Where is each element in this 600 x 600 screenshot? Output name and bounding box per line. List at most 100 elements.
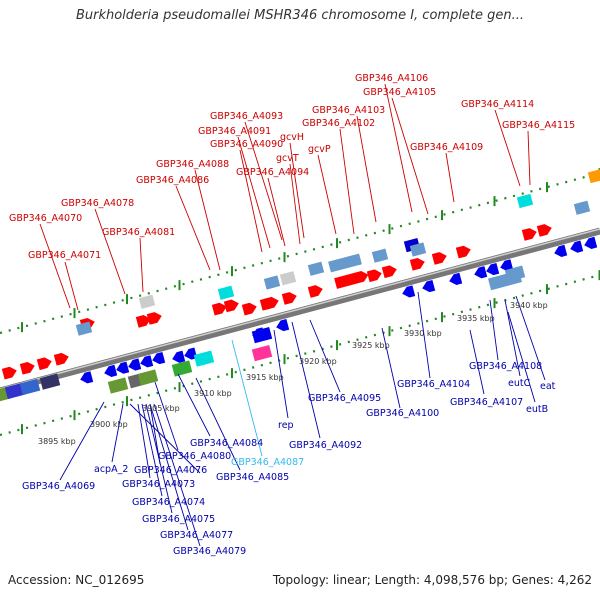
scale-label: 3905 kbp	[142, 404, 180, 413]
gene-label[interactable]: GBP346_A4092	[289, 440, 362, 451]
forward-gene-box-shape	[409, 242, 427, 257]
leader-line	[289, 142, 305, 239]
leader-line	[237, 136, 271, 249]
gene-label[interactable]: GBP346_A4108	[469, 361, 542, 372]
gene-label[interactable]: gcvT	[276, 153, 299, 164]
reverse-gene-box	[251, 345, 273, 362]
gene-label[interactable]: GBP346_A4109	[410, 142, 483, 153]
gene-label[interactable]: GBP346_A4087	[231, 457, 304, 468]
leader-line	[317, 154, 337, 235]
gene-label[interactable]: GBP346_A4103	[312, 105, 385, 116]
gene-label[interactable]: GBP346_A4078	[61, 198, 134, 209]
reverse-gene-shape	[140, 355, 154, 368]
forward-gene-shape	[211, 302, 227, 316]
gene-label[interactable]: GBP346_A4074	[132, 497, 205, 508]
gene-label[interactable]: GBP346_A4094	[236, 167, 309, 178]
reverse-gene	[152, 352, 166, 365]
forward-gene	[366, 269, 382, 283]
gene-label[interactable]: GBP346_A4085	[216, 472, 289, 483]
gene-label[interactable]: GBP346_A4106	[355, 73, 428, 84]
leader-line	[139, 237, 144, 293]
gene-label[interactable]: gcvH	[280, 132, 304, 143]
gene-label[interactable]: GBP346_A4100	[366, 408, 439, 419]
reverse-gene-box-shape	[4, 382, 26, 400]
reverse-gene-box	[0, 386, 11, 404]
forward-gene-shape	[281, 292, 297, 305]
gene-label[interactable]: GBP346_A4107	[450, 397, 523, 408]
forward-gene-box	[138, 294, 156, 309]
label-leader-lines	[39, 83, 546, 547]
gene-label[interactable]: GBP346_A4102	[302, 118, 375, 129]
gene-label[interactable]: GBP346_A4091	[198, 126, 271, 137]
forward-gene	[455, 245, 471, 259]
gene-label[interactable]: GBP346_A4080	[158, 451, 231, 462]
gene-label[interactable]: GBP346_A4075	[142, 514, 215, 525]
reverse-gene	[584, 236, 598, 249]
forward-gene-shape	[36, 357, 52, 371]
forward-gene	[146, 312, 162, 325]
reverse-gene-shape	[80, 371, 94, 384]
gene-label[interactable]: GBP346_A4086	[136, 175, 209, 186]
scale-label: 3920 kbp	[299, 357, 337, 366]
leader-line	[445, 152, 455, 203]
forward-gene-shape	[381, 265, 397, 279]
reverse-gene-shape	[128, 358, 142, 371]
gene-label[interactable]: eutB	[526, 404, 548, 415]
forward-gene-box-shape	[371, 248, 389, 263]
gene-label[interactable]: gcvP	[308, 144, 331, 155]
gene-label[interactable]: GBP346_A4073	[122, 479, 195, 490]
reverse-gene-box-shape	[19, 378, 41, 396]
forward-gene-shape	[409, 257, 425, 271]
gene-label[interactable]: GBP346_A4070	[9, 213, 82, 224]
gene-label[interactable]: GBP346_A4071	[28, 250, 101, 261]
leader-line	[381, 327, 401, 409]
scale-label: 3935 kbp	[457, 314, 495, 323]
leader-line	[153, 403, 201, 547]
leader-line	[175, 185, 211, 271]
forward-gene-shape	[521, 228, 537, 241]
gene-label[interactable]: GBP346_A4093	[210, 111, 283, 122]
reverse-gene-box-shape	[251, 345, 273, 362]
map-title: Burkholderia pseudomallei MSHR346 chromo…	[75, 8, 525, 23]
forward-gene	[211, 302, 227, 316]
gene-label[interactable]: GBP346_A4090	[210, 139, 283, 150]
reverse-gene	[474, 266, 488, 279]
gene-label[interactable]: GBP346_A4095	[308, 393, 381, 404]
gene-label[interactable]: acpA_2	[94, 464, 128, 475]
reverse-gene-shape	[152, 352, 166, 365]
genome-backbone	[0, 227, 600, 395]
reverse-gene	[422, 280, 436, 293]
gene-label[interactable]: GBP346_A4069	[22, 481, 95, 492]
gene-label[interactable]: GBP346_A4104	[397, 379, 470, 390]
leader-line	[145, 403, 173, 514]
gene-label[interactable]: GBP346_A4079	[173, 546, 246, 557]
reverse-gene	[402, 285, 416, 298]
leader-line	[149, 403, 189, 531]
leader-line	[417, 291, 431, 379]
scale-label: 3940 kbp	[510, 301, 548, 310]
forward-gene-shape	[431, 252, 447, 265]
reverse-gene-box	[251, 327, 273, 344]
gene-label[interactable]: GBP346_A4115	[502, 120, 575, 131]
reverse-gene	[554, 244, 568, 257]
forward-gene-box-shape	[75, 321, 93, 336]
gene-label[interactable]: GBP346_A4077	[160, 530, 233, 541]
reverse-gene	[140, 355, 154, 368]
gene-label[interactable]: GBP346_A4081	[102, 227, 175, 238]
gene-label[interactable]: GBP346_A4084	[190, 438, 263, 449]
gene-label[interactable]: eat	[540, 381, 556, 392]
gene-label[interactable]: rep	[278, 420, 294, 431]
reverse-gene-box	[107, 377, 129, 394]
forward-gene-shape	[307, 285, 323, 298]
reverse-gene-box	[137, 369, 159, 386]
gene-label[interactable]: GBP346_A4088	[156, 159, 229, 170]
gene-label[interactable]: GBP346_A4114	[461, 99, 534, 110]
gene-label[interactable]: GBP346_A4105	[363, 87, 436, 98]
forward-gene-box-shape	[516, 193, 534, 209]
gene-label[interactable]: GBP346_A4076	[134, 465, 207, 476]
reverse-gene-box-shape	[0, 386, 11, 404]
reverse-gene-box-shape	[171, 360, 193, 377]
forward-gene	[334, 270, 369, 289]
gene-label[interactable]: eutC	[508, 378, 531, 389]
